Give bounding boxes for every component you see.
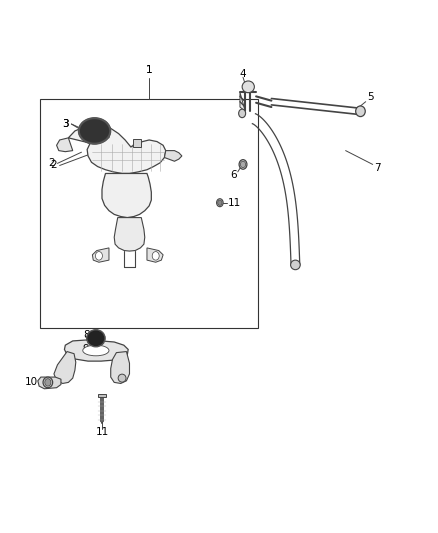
Ellipse shape xyxy=(356,106,365,117)
Text: 9: 9 xyxy=(82,344,89,354)
Polygon shape xyxy=(111,352,130,383)
Circle shape xyxy=(152,252,159,260)
Polygon shape xyxy=(87,128,109,138)
Text: 11: 11 xyxy=(228,198,241,208)
Circle shape xyxy=(240,161,246,167)
Polygon shape xyxy=(147,248,163,262)
Ellipse shape xyxy=(217,199,223,207)
Polygon shape xyxy=(114,217,145,251)
Polygon shape xyxy=(240,92,245,111)
Polygon shape xyxy=(64,340,128,361)
Text: 1: 1 xyxy=(146,65,152,75)
Polygon shape xyxy=(54,352,76,383)
Polygon shape xyxy=(102,173,151,217)
Text: 2: 2 xyxy=(50,160,57,171)
Circle shape xyxy=(45,378,51,386)
Text: 2: 2 xyxy=(48,158,55,168)
Text: 10: 10 xyxy=(25,377,38,387)
Text: 7: 7 xyxy=(374,163,381,173)
Polygon shape xyxy=(164,151,182,161)
Text: 6: 6 xyxy=(230,170,237,180)
Text: 11: 11 xyxy=(95,427,109,438)
Circle shape xyxy=(218,200,222,205)
Ellipse shape xyxy=(43,377,53,387)
Text: 1: 1 xyxy=(146,65,152,75)
Ellipse shape xyxy=(242,81,254,93)
Ellipse shape xyxy=(290,260,300,270)
Text: 4: 4 xyxy=(240,69,246,79)
Ellipse shape xyxy=(79,118,110,144)
Polygon shape xyxy=(38,377,61,389)
Text: 5: 5 xyxy=(367,92,374,102)
Ellipse shape xyxy=(87,330,105,346)
Ellipse shape xyxy=(83,345,109,356)
Ellipse shape xyxy=(239,160,247,169)
Ellipse shape xyxy=(239,109,246,118)
Polygon shape xyxy=(68,125,166,173)
Ellipse shape xyxy=(118,374,126,382)
Text: 3: 3 xyxy=(62,119,68,129)
Polygon shape xyxy=(98,394,106,397)
Polygon shape xyxy=(92,248,109,262)
Bar xyxy=(133,139,141,147)
Bar xyxy=(40,99,258,328)
Polygon shape xyxy=(57,138,73,152)
Text: 3: 3 xyxy=(62,119,68,129)
Circle shape xyxy=(95,252,102,260)
Text: 8: 8 xyxy=(84,329,90,340)
